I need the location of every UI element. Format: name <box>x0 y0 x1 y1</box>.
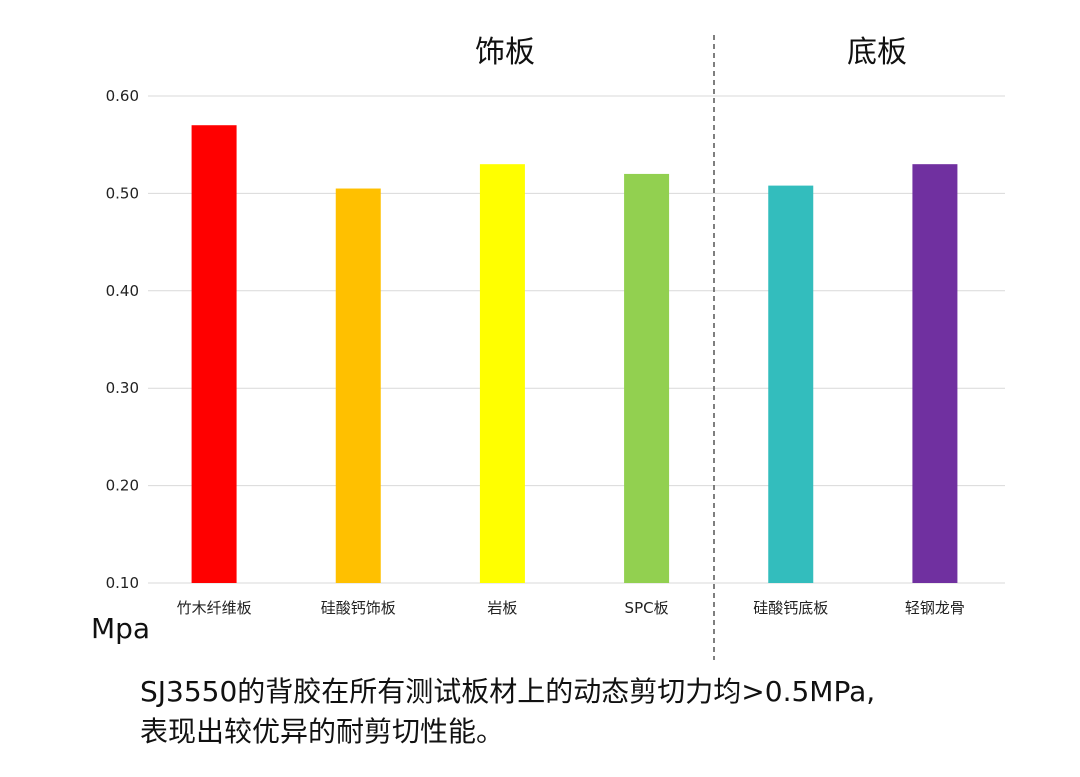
bar <box>912 164 958 583</box>
x-tick-label: 硅酸钙底板 <box>753 599 828 617</box>
bar <box>479 164 525 583</box>
bar <box>335 188 381 583</box>
x-tick-label: 竹木纤维板 <box>177 599 252 617</box>
bar <box>624 173 670 584</box>
bar-chart: 0.60 0.50 0.40 0.30 0.20 0.10 竹木纤维板 硅酸钙饰板 岩板 SPC… <box>106 35 1005 660</box>
bars <box>191 125 958 584</box>
y-tick-label: 0.60 <box>106 87 139 105</box>
y-tick-label: 0.20 <box>106 477 139 495</box>
caption: SJ3550的背胶在所有测试板材上的动态剪切力均>0.5MPa, 表现出较优异的… <box>140 672 1060 752</box>
group-label-decor-board: 饰板 <box>475 35 535 70</box>
y-axis-unit: Mpa <box>91 612 151 645</box>
bar <box>191 125 237 583</box>
caption-line-1: SJ3550的背胶在所有测试板材上的动态剪切力均>0.5MPa, <box>140 675 876 708</box>
x-tick-label: 轻钢龙骨 <box>905 599 965 617</box>
y-tick-label: 0.30 <box>106 379 139 397</box>
x-tick-label: 硅酸钙饰板 <box>321 599 396 617</box>
caption-line-2: 表现出较优异的耐剪切性能。 <box>140 715 505 748</box>
y-tick-label: 0.50 <box>106 184 139 202</box>
y-tick-label: 0.40 <box>106 282 139 300</box>
gridlines <box>148 95 1005 584</box>
x-tick-label: SPC板 <box>625 599 669 617</box>
bar <box>768 185 814 583</box>
x-axis-labels: 竹木纤维板 硅酸钙饰板 岩板 SPC板 硅酸钙底板 轻钢龙骨 <box>177 599 965 617</box>
y-axis-ticks: 0.60 0.50 0.40 0.30 0.20 0.10 <box>106 87 139 592</box>
y-tick-label: 0.10 <box>106 574 139 592</box>
x-tick-label: 岩板 <box>487 599 517 617</box>
group-label-base-board: 底板 <box>847 35 907 70</box>
